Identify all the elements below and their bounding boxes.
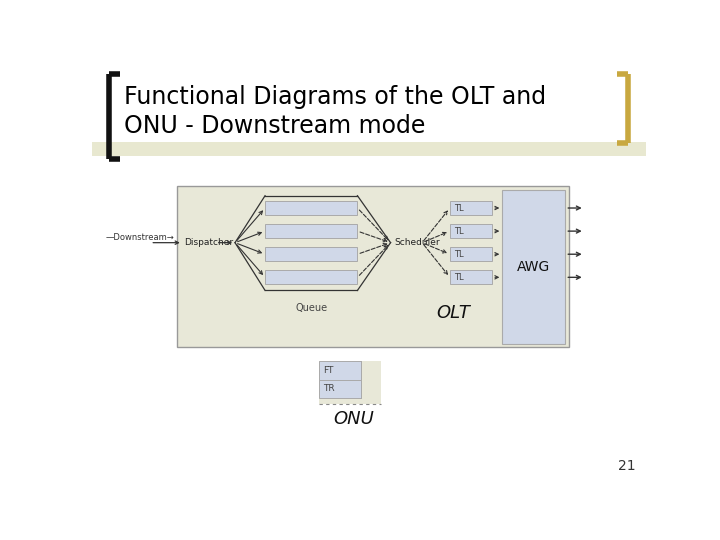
Text: ONU: ONU <box>333 410 374 428</box>
Bar <box>265 247 357 261</box>
Bar <box>450 224 492 238</box>
Text: TL: TL <box>454 249 464 259</box>
Bar <box>450 247 492 261</box>
Text: Queue: Queue <box>295 303 328 314</box>
Text: 21: 21 <box>618 459 636 473</box>
Bar <box>450 271 492 284</box>
Text: TL: TL <box>454 273 464 282</box>
Bar <box>503 190 565 343</box>
Text: TL: TL <box>454 204 464 213</box>
Text: TR: TR <box>323 384 334 394</box>
Text: Scheduler: Scheduler <box>395 238 440 247</box>
Bar <box>265 271 357 284</box>
Bar <box>450 201 492 215</box>
Bar <box>265 224 357 238</box>
Bar <box>92 142 647 156</box>
Text: Dispatcher: Dispatcher <box>184 238 233 247</box>
Text: ONU - Downstream mode: ONU - Downstream mode <box>124 114 426 138</box>
Text: Functional Diagrams of the OLT and: Functional Diagrams of the OLT and <box>124 85 546 109</box>
Text: OLT: OLT <box>437 303 471 321</box>
Text: FT: FT <box>323 366 333 375</box>
Text: AWG: AWG <box>517 260 550 274</box>
Bar <box>265 201 357 215</box>
Text: —Downstream→: —Downstream→ <box>106 233 174 242</box>
Text: TL: TL <box>454 227 464 235</box>
Bar <box>319 361 361 380</box>
Bar <box>176 186 570 347</box>
Bar <box>319 380 361 398</box>
Bar <box>319 361 381 403</box>
